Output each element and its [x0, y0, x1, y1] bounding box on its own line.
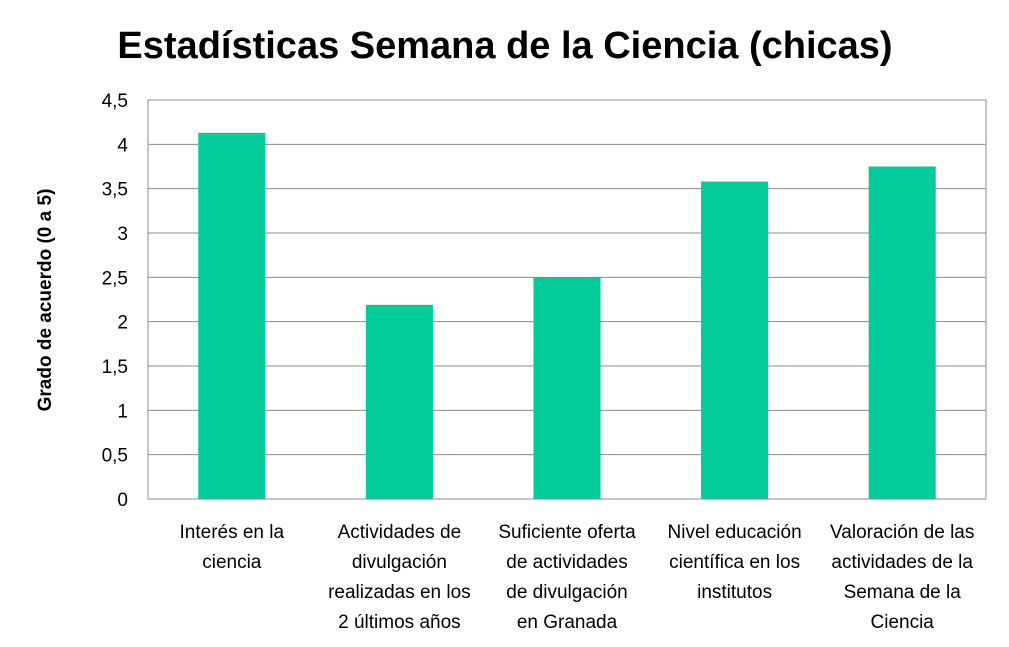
y-tick-label: 0 [117, 490, 128, 511]
chart-title: Estadísticas Semana de la Ciencia (chica… [117, 25, 892, 67]
y-tick-label: 2,5 [102, 268, 128, 289]
y-tick-label: 1 [117, 401, 128, 422]
y-tick-label: 4 [117, 135, 128, 156]
y-tick-label: 3 [117, 224, 128, 245]
y-tick-label: 2 [117, 313, 128, 334]
y-tick-label: 4,5 [102, 91, 128, 112]
y-tick-label: 1,5 [102, 357, 128, 378]
y-axis-label: Grado de acuerdo (0 a 5) [35, 189, 56, 412]
x-category-label: Valoración de las actividades de la Semana… [830, 522, 974, 633]
x-category-label: Nivel educación científica en los institut… [668, 522, 802, 603]
x-category-label: Actividades de divulgación realizadas en l… [328, 522, 471, 633]
x-category-label: Suficiente oferta de actividades de divulg… [498, 522, 636, 633]
bar [701, 181, 769, 499]
x-axis-categories: Interés en la ciencia Actividades de divulg… [180, 522, 975, 633]
x-category-label: Interés en la ciencia [180, 522, 285, 573]
bars [198, 132, 936, 499]
bar [868, 166, 936, 499]
y-tick-label: 3,5 [102, 180, 128, 201]
plot-area-frame [147, 99, 987, 500]
y-axis-ticks: 0 0,5 1 1,5 2 2,5 3 3,5 4 4,5 [102, 91, 129, 511]
y-tick-label: 0,5 [102, 446, 128, 467]
bar [198, 132, 266, 499]
bar [365, 304, 433, 499]
bar [533, 277, 601, 499]
